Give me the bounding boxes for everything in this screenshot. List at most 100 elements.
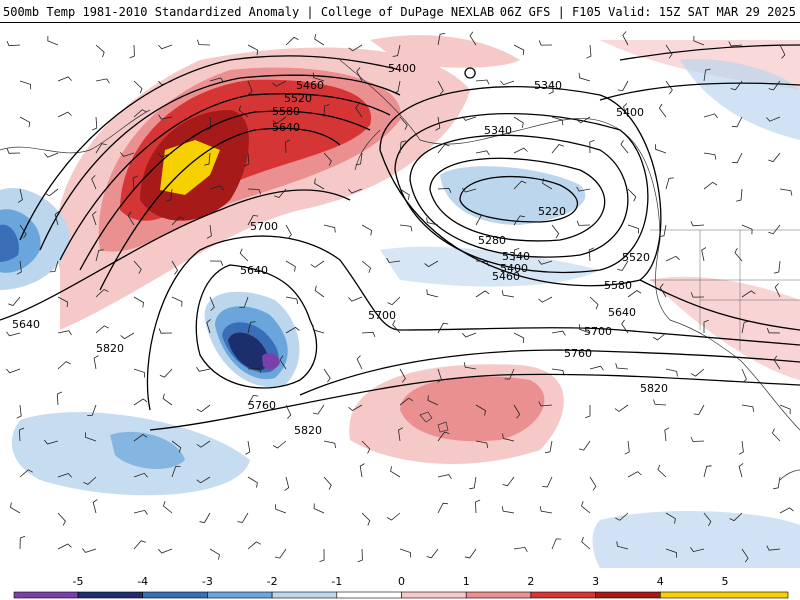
wind-barb	[427, 395, 439, 406]
wind-barb	[92, 116, 98, 131]
wind-barb	[91, 175, 97, 190]
wind-barb	[279, 355, 287, 370]
contour-label: 5820	[96, 342, 124, 355]
wind-barb	[247, 394, 259, 406]
wind-barb	[585, 405, 591, 419]
wind-barb	[504, 368, 515, 380]
wind-barb	[703, 113, 718, 119]
wind-barb	[386, 512, 401, 521]
wind-barb	[617, 260, 629, 271]
wind-barb	[576, 186, 591, 192]
wind-barb	[238, 105, 249, 118]
wind-barb	[361, 512, 371, 526]
wind-barb	[578, 440, 591, 451]
wind-barb	[314, 285, 325, 298]
wind-barb	[701, 247, 707, 262]
contour-label: 5760	[248, 399, 276, 412]
wind-barb	[538, 401, 553, 407]
wind-barb	[285, 36, 299, 46]
wind-barb	[691, 368, 705, 377]
wind-barb	[627, 290, 642, 298]
wind-barb	[437, 431, 450, 442]
wind-barb	[615, 363, 629, 370]
wind-barb	[206, 319, 211, 334]
wind-barb	[657, 464, 667, 478]
wind-barb	[513, 147, 528, 154]
wind-barb	[348, 44, 363, 52]
wind-barb	[426, 289, 439, 298]
wind-barb	[196, 476, 211, 484]
wind-barb	[272, 80, 287, 87]
wind-barb	[545, 440, 553, 454]
wind-barb	[357, 548, 363, 563]
wind-barb	[274, 188, 287, 198]
wind-barb	[627, 224, 639, 234]
wind-barb	[93, 355, 99, 370]
contour-labels: 5400 5460 5520 5580 5640 5700 5640 5640 …	[12, 62, 668, 437]
wind-barb	[551, 330, 566, 336]
wind-barb	[399, 368, 406, 383]
wind-barb	[17, 188, 23, 203]
wind-barb	[16, 260, 22, 275]
wind-barb	[209, 548, 220, 560]
wind-barb	[245, 440, 251, 455]
legend-tick-label: 3	[592, 575, 599, 588]
wind-barb	[589, 139, 595, 154]
wind-barb	[579, 324, 591, 334]
wind-barb	[386, 257, 401, 263]
wind-barb	[622, 31, 629, 46]
wind-barb	[348, 296, 363, 302]
wind-barb	[57, 330, 72, 336]
contour-label: 5520	[284, 92, 312, 105]
wind-barb	[95, 78, 110, 84]
wind-barb	[6, 148, 21, 154]
legend-color-swatch	[207, 591, 273, 599]
wind-barb	[437, 322, 449, 334]
wind-barb	[247, 541, 261, 550]
wind-barb	[437, 187, 452, 194]
wind-barb	[658, 103, 667, 118]
wind-barb	[551, 224, 560, 239]
wind-barb	[766, 545, 781, 551]
wind-barb	[435, 116, 441, 131]
wind-barb	[462, 332, 477, 338]
contour-label: 5400	[616, 106, 644, 119]
wind-barb	[87, 404, 97, 416]
wind-barb	[127, 211, 135, 226]
wind-barb	[16, 404, 22, 419]
wind-barb	[620, 139, 629, 154]
wind-barb	[272, 440, 287, 449]
wind-barb	[47, 35, 59, 46]
legend-color-swatch	[77, 591, 143, 599]
wind-barb	[133, 260, 142, 274]
wind-barb	[738, 463, 744, 478]
wind-barb	[361, 440, 371, 454]
legend-tick-label: -3	[202, 575, 213, 588]
wind-barb	[551, 538, 562, 550]
wind-barb	[779, 44, 786, 59]
wind-barb	[49, 260, 59, 273]
wind-barb	[10, 502, 21, 514]
contour-label: 5400	[388, 62, 416, 75]
legend-color-swatch	[142, 591, 208, 599]
wind-barb	[475, 214, 487, 226]
wind-barb	[57, 111, 72, 118]
wind-barb	[313, 503, 325, 514]
wind-barb	[171, 216, 185, 226]
wind-barb	[285, 139, 291, 154]
wind-barb	[196, 366, 211, 372]
wind-barb	[616, 541, 629, 550]
wind-barb	[437, 474, 452, 480]
warm-anomaly-shading	[55, 35, 800, 464]
legend-tick-label: 2	[527, 575, 534, 588]
wind-barb	[196, 440, 211, 448]
wind-barb	[95, 249, 104, 262]
wind-barb	[771, 428, 781, 442]
wind-barb	[285, 260, 296, 272]
wind-barb	[133, 109, 147, 118]
wind-barb	[57, 296, 69, 308]
wind-barb	[57, 543, 72, 550]
wind-barb	[779, 188, 793, 196]
wind-barb	[464, 548, 477, 559]
wind-barb	[356, 355, 363, 370]
